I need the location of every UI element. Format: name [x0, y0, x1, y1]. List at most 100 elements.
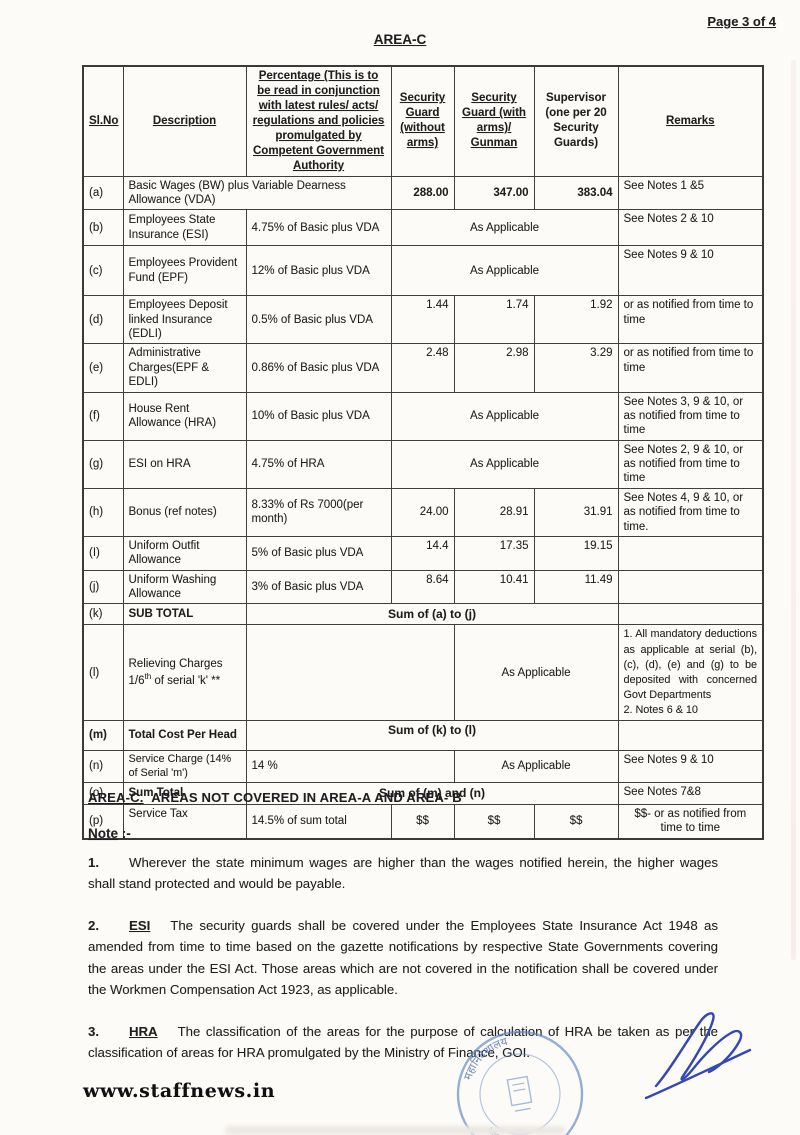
cell-l-applicable: As Applicable: [453, 624, 619, 722]
cell-n-percentage: 14 %: [245, 750, 455, 784]
cell-h-guard-with: 28.91: [453, 487, 535, 537]
cell-a-guard-without: 288.00: [390, 175, 455, 211]
cell-i-percentage: 5% of Basic plus VDA: [245, 535, 392, 571]
note-label: Note :-: [88, 826, 131, 841]
cell-l-remarks-line2: 2. Notes 6 & 10: [623, 703, 698, 716]
cell-m-sl: (m): [82, 720, 124, 752]
cell-n-description: Service Charge (14% of Serial 'm'): [122, 750, 247, 784]
table-row-g: (g) ESI on HRA 4.75% of HRA As Applicabl…: [82, 439, 764, 489]
table-row-j: (j) Uniform Washing Allowance 3% of Basi…: [82, 569, 764, 605]
cell-e-guard-with: 2.98: [453, 343, 535, 393]
cell-a-guard-with: 347.00: [453, 175, 535, 211]
cell-o-remarks: See Notes 7&8: [617, 782, 764, 806]
cell-k-description: SUB TOTAL: [122, 603, 247, 626]
scan-artifact-edge: [791, 60, 796, 960]
cell-e-supervisor: 3.29: [533, 343, 619, 393]
note-2-text: The security guards shall be covered und…: [88, 918, 718, 997]
cell-l-sl: (l): [82, 624, 124, 722]
note-3-number: 3.: [88, 1023, 99, 1039]
cell-j-remarks: [617, 569, 764, 605]
cell-i-guard-without: 14.4: [390, 535, 455, 571]
cell-k-sum: Sum of (a) to (j): [245, 603, 619, 626]
notes-section: 1. Wherever the state minimum wages are h…: [88, 852, 718, 1084]
cell-e-sl: (e): [82, 343, 124, 393]
watermark-staffnews: www.staffnews.in: [83, 1080, 276, 1102]
cell-i-guard-with: 17.35: [453, 535, 535, 571]
table-header-row: Sl.No Description Percentage (This is to…: [82, 65, 764, 177]
cell-e-percentage: 0.86% of Basic plus VDA: [245, 343, 392, 393]
cell-d-sl: (d): [82, 295, 124, 345]
cell-b-remarks: See Notes 2 & 10: [617, 209, 764, 247]
cell-p-remarks: $$- or as notified from time to time: [617, 804, 764, 840]
cell-g-applicable: As Applicable: [390, 439, 619, 489]
page-number: Page 3 of 4: [707, 14, 776, 29]
header-sl-no: Sl.No: [82, 65, 124, 177]
header-description: Description: [122, 65, 247, 177]
cell-d-guard-with: 1.74: [453, 295, 535, 345]
note-2-number: 2.: [88, 918, 99, 934]
table-row-c: (c) Employees Provident Fund (EPF) 12% o…: [82, 245, 764, 297]
cell-i-sl: (I): [82, 535, 124, 571]
cell-p-sl: (p): [82, 804, 124, 840]
table-row-h: (h) Bonus (ref notes) 8.33% of Rs 7000(p…: [82, 487, 764, 537]
scan-artifact-smudge: [225, 1126, 565, 1135]
cell-b-description: Employees State Insurance (ESI): [122, 209, 247, 247]
cell-j-guard-with: 10.41: [453, 569, 535, 605]
cell-a-remarks: See Notes 1 &5: [617, 175, 764, 211]
cell-c-description: Employees Provident Fund (EPF): [122, 245, 247, 297]
cell-c-percentage: 12% of Basic plus VDA: [245, 245, 392, 297]
cell-g-description: ESI on HRA: [122, 439, 247, 489]
cell-e-description: Administrative Charges(EPF & EDLI): [122, 343, 247, 393]
cell-g-sl: (g): [82, 439, 124, 489]
cell-i-description: Uniform Outfit Allowance: [122, 535, 247, 571]
cell-n-sl: (n): [82, 750, 124, 784]
cell-m-sum: Sum of (k) to (l): [245, 720, 619, 752]
stamp-emblem: [506, 1075, 533, 1107]
note-3: 3. HRA The classification of the areas for…: [88, 1021, 718, 1063]
table-row-p: (p) Service Tax 14.5% of sum total $$ $$…: [82, 804, 764, 840]
table-row-l: (l) Relieving Charges 1/6th of serial 'k…: [82, 624, 764, 722]
cell-h-sl: (h): [82, 487, 124, 537]
cell-f-remarks: See Notes 3, 9 & 10, or as notified from…: [617, 391, 764, 441]
cell-f-applicable: As Applicable: [390, 391, 619, 441]
cell-d-description: Employees Deposit linked Insurance (EDLI…: [122, 295, 247, 345]
cell-f-description: House Rent Allowance (HRA): [122, 391, 247, 441]
cell-f-sl: (f): [82, 391, 124, 441]
cell-k-sl: (k): [82, 603, 124, 626]
cell-d-percentage: 0.5% of Basic plus VDA: [245, 295, 392, 345]
cell-h-description: Bonus (ref notes): [122, 487, 247, 537]
cell-m-remarks: [617, 720, 764, 752]
cell-n-remarks: See Notes 9 & 10: [617, 750, 764, 784]
table-row-k: (k) SUB TOTAL Sum of (a) to (j): [82, 603, 764, 626]
note-3-text: The classification of the areas for the …: [88, 1023, 718, 1060]
table-row-i: (I) Uniform Outfit Allowance 5% of Basic…: [82, 535, 764, 571]
cell-j-percentage: 3% of Basic plus VDA: [245, 569, 392, 605]
cell-l-remarks-line1: 1. All mandatory deductions as applicabl…: [623, 628, 758, 701]
cell-j-sl: (j): [82, 569, 124, 605]
cell-j-description: Uniform Washing Allowance: [122, 569, 247, 605]
table-row-d: (d) Employees Deposit linked Insurance (…: [82, 295, 764, 345]
cell-j-guard-without: 8.64: [390, 569, 455, 605]
cell-c-remarks: See Notes 9 & 10: [617, 245, 764, 297]
table-row-n: (n) Service Charge (14% of Serial 'm') 1…: [82, 750, 764, 784]
cell-p-supervisor: $$: [533, 804, 619, 840]
area-c-table: Sl.No Description Percentage (This is to…: [82, 65, 764, 840]
note-1: 1. Wherever the state minimum wages are h…: [88, 852, 718, 894]
section-heading-areac: AREA-C.: [88, 790, 144, 805]
section-heading-rest: AREAS NOT COVERED IN AREA-A AND AREA- B: [151, 790, 462, 805]
cell-a-description: Basic Wages (BW) plus Variable Dearness …: [122, 175, 392, 211]
cell-n-applicable: As Applicable: [453, 750, 619, 784]
cell-e-remarks: or as notified from time to time: [617, 343, 764, 393]
cell-j-supervisor: 11.49: [533, 569, 619, 605]
header-supervisor: Supervisor (one per 20 Security Guards): [533, 65, 619, 177]
cell-f-percentage: 10% of Basic plus VDA: [245, 391, 392, 441]
cell-h-supervisor: 31.91: [533, 487, 619, 537]
cell-a-supervisor: 383.04: [533, 175, 619, 211]
cell-h-guard-without: 24.00: [390, 487, 455, 537]
header-guard-without-arms: Security Guard (without arms): [390, 65, 455, 177]
cell-i-remarks: [617, 535, 764, 571]
cell-l-remarks: 1. All mandatory deductions as applicabl…: [617, 624, 764, 722]
cell-d-guard-without: 1.44: [390, 295, 455, 345]
cell-h-percentage: 8.33% of Rs 7000(per month): [245, 487, 392, 537]
cell-d-supervisor: 1.92: [533, 295, 619, 345]
